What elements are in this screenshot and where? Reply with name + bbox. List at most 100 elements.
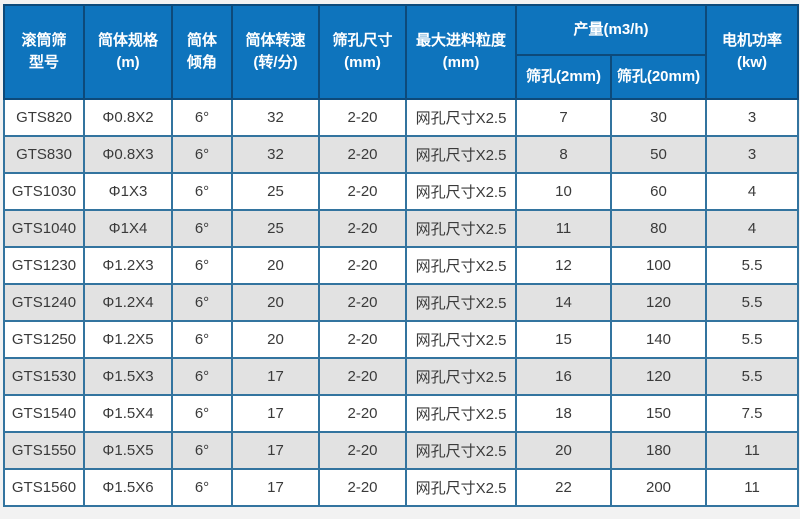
cell-model: GTS1540: [3, 394, 85, 433]
table-row: GTS820 Φ0.8X2 6° 32 2-20 网孔尺寸X2.5 7 30 3: [3, 98, 800, 137]
cell-output-2mm: 12: [515, 246, 612, 285]
cell-model: GTS820: [3, 98, 85, 137]
cell-model: GTS1030: [3, 172, 85, 211]
header-output-2mm: 筛孔(2mm): [515, 54, 612, 100]
cell-hole-size: 2-20: [318, 431, 407, 470]
cell-output-2mm: 16: [515, 357, 612, 396]
cell-model: GTS1250: [3, 320, 85, 359]
cell-speed: 20: [231, 246, 320, 285]
cell-hole-size: 2-20: [318, 394, 407, 433]
cell-power: 4: [705, 209, 800, 248]
cell-hole-size: 2-20: [318, 320, 407, 359]
cell-hole-size: 2-20: [318, 468, 407, 507]
cell-output-20mm: 200: [609, 468, 708, 507]
cell-model: GTS1560: [3, 468, 85, 507]
cell-speed: 20: [231, 283, 320, 322]
cell-model: GTS1230: [3, 246, 85, 285]
cell-output-2mm: 10: [515, 172, 612, 211]
cell-power: 11: [705, 468, 800, 507]
cell-output-2mm: 15: [515, 320, 612, 359]
cell-spec: Φ1X3: [83, 172, 173, 211]
cell-angle: 6°: [171, 357, 233, 396]
cell-max-feed: 网孔尺寸X2.5: [405, 283, 517, 322]
cell-max-feed: 网孔尺寸X2.5: [405, 246, 517, 285]
cell-output-20mm: 100: [609, 246, 708, 285]
cell-output-20mm: 120: [609, 357, 708, 396]
cell-max-feed: 网孔尺寸X2.5: [405, 209, 517, 248]
header-angle: 简体 倾角: [171, 4, 233, 100]
cell-angle: 6°: [171, 209, 233, 248]
cell-output-20mm: 60: [609, 172, 708, 211]
header-output-20mm: 筛孔(20mm): [609, 54, 708, 100]
table-row: GTS1040 Φ1X4 6° 25 2-20 网孔尺寸X2.5 11 80 4: [3, 209, 800, 248]
drum-screen-spec-table: 滚筒筛 型号 简体规格 (m) 简体 倾角 简体转速 (转/分) 筛孔尺寸 (m…: [3, 4, 800, 507]
cell-spec: Φ1.5X4: [83, 394, 173, 433]
cell-speed: 20: [231, 320, 320, 359]
header-output-group: 产量(m3/h): [514, 4, 708, 56]
cell-speed: 17: [231, 468, 320, 507]
table-body: GTS820 Φ0.8X2 6° 32 2-20 网孔尺寸X2.5 7 30 3…: [3, 98, 800, 507]
cell-power: 5.5: [705, 283, 800, 322]
cell-power: 11: [705, 431, 800, 470]
cell-output-20mm: 120: [609, 283, 708, 322]
table-header: 滚筒筛 型号 简体规格 (m) 简体 倾角 简体转速 (转/分) 筛孔尺寸 (m…: [3, 4, 800, 100]
cell-angle: 6°: [171, 431, 233, 470]
cell-hole-size: 2-20: [318, 209, 407, 248]
cell-max-feed: 网孔尺寸X2.5: [405, 468, 517, 507]
cell-output-20mm: 50: [609, 135, 708, 174]
cell-angle: 6°: [171, 320, 233, 359]
cell-angle: 6°: [171, 394, 233, 433]
header-spec: 简体规格 (m): [83, 4, 173, 100]
cell-output-2mm: 11: [515, 209, 612, 248]
cell-model: GTS830: [3, 135, 85, 174]
table-row: GTS1030 Φ1X3 6° 25 2-20 网孔尺寸X2.5 10 60 4: [3, 172, 800, 211]
cell-max-feed: 网孔尺寸X2.5: [405, 320, 517, 359]
cell-speed: 17: [231, 357, 320, 396]
header-hole-size: 筛孔尺寸 (mm): [318, 4, 407, 100]
cell-spec: Φ0.8X3: [83, 135, 173, 174]
cell-power: 3: [705, 135, 800, 174]
cell-output-2mm: 14: [515, 283, 612, 322]
table-row: GTS1560 Φ1.5X6 6° 17 2-20 网孔尺寸X2.5 22 20…: [3, 468, 800, 507]
cell-speed: 32: [231, 135, 320, 174]
cell-hole-size: 2-20: [318, 357, 407, 396]
cell-angle: 6°: [171, 246, 233, 285]
cell-spec: Φ1.5X5: [83, 431, 173, 470]
table-row: GTS1240 Φ1.2X4 6° 20 2-20 网孔尺寸X2.5 14 12…: [3, 283, 800, 322]
table-row: GTS830 Φ0.8X3 6° 32 2-20 网孔尺寸X2.5 8 50 3: [3, 135, 800, 174]
cell-power: 7.5: [705, 394, 800, 433]
header-power: 电机功率 (kw): [705, 4, 800, 100]
cell-output-20mm: 150: [609, 394, 708, 433]
header-max-feed: 最大进料粒度 (mm): [405, 4, 517, 100]
cell-spec: Φ1.2X5: [83, 320, 173, 359]
cell-max-feed: 网孔尺寸X2.5: [405, 172, 517, 211]
cell-angle: 6°: [171, 98, 233, 137]
cell-model: GTS1240: [3, 283, 85, 322]
cell-output-2mm: 8: [515, 135, 612, 174]
page-background: 滚筒筛 型号 简体规格 (m) 简体 倾角 简体转速 (转/分) 筛孔尺寸 (m…: [3, 4, 800, 507]
header-model: 滚筒筛 型号: [3, 4, 85, 100]
table-row: GTS1530 Φ1.5X3 6° 17 2-20 网孔尺寸X2.5 16 12…: [3, 357, 800, 396]
cell-output-2mm: 18: [515, 394, 612, 433]
cell-max-feed: 网孔尺寸X2.5: [405, 431, 517, 470]
cell-model: GTS1550: [3, 431, 85, 470]
cell-model: GTS1040: [3, 209, 85, 248]
table-row: GTS1550 Φ1.5X5 6° 17 2-20 网孔尺寸X2.5 20 18…: [3, 431, 800, 470]
cell-angle: 6°: [171, 172, 233, 211]
cell-output-20mm: 140: [609, 320, 708, 359]
cell-hole-size: 2-20: [318, 172, 407, 211]
cell-speed: 17: [231, 431, 320, 470]
cell-angle: 6°: [171, 283, 233, 322]
cell-power: 3: [705, 98, 800, 137]
cell-max-feed: 网孔尺寸X2.5: [405, 357, 517, 396]
cell-spec: Φ1.2X3: [83, 246, 173, 285]
cell-hole-size: 2-20: [318, 246, 407, 285]
cell-max-feed: 网孔尺寸X2.5: [405, 98, 517, 137]
cell-model: GTS1530: [3, 357, 85, 396]
cell-spec: Φ1.5X3: [83, 357, 173, 396]
table-row: GTS1250 Φ1.2X5 6° 20 2-20 网孔尺寸X2.5 15 14…: [3, 320, 800, 359]
cell-output-2mm: 22: [515, 468, 612, 507]
cell-max-feed: 网孔尺寸X2.5: [405, 394, 517, 433]
cell-output-20mm: 180: [609, 431, 708, 470]
cell-output-2mm: 7: [515, 98, 612, 137]
